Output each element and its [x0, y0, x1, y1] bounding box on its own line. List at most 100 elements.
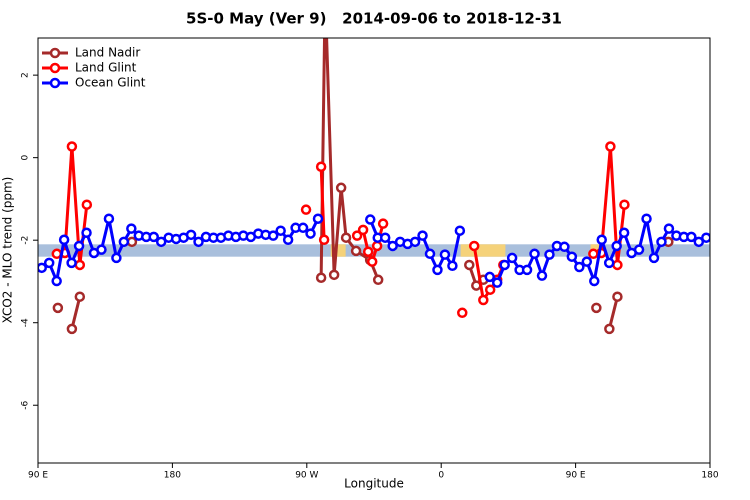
data-point: [350, 245, 362, 257]
legend-label: Land Glint: [75, 61, 137, 75]
data-point: [312, 213, 324, 224]
data-point: [51, 275, 62, 287]
data-point: [611, 240, 622, 252]
data-point: [618, 227, 630, 239]
data-point: [484, 284, 496, 295]
data-point: [351, 230, 363, 241]
data-point: [185, 229, 197, 241]
data-point: [499, 259, 510, 271]
data-point: [656, 236, 667, 248]
data-point: [648, 252, 660, 264]
data-point: [619, 199, 630, 210]
data-point: [155, 236, 167, 248]
y-tick-label: 0: [21, 155, 31, 161]
data-point: [300, 204, 312, 215]
highlight-band: [460, 244, 506, 257]
data-point: [275, 225, 286, 236]
data-point: [633, 244, 645, 255]
data-point: [686, 231, 697, 243]
series-line: [72, 0, 668, 329]
x-tick-label: 180: [164, 471, 181, 481]
data-point: [328, 269, 340, 281]
data-point: [409, 236, 421, 248]
data-point: [66, 323, 78, 335]
data-point: [641, 213, 652, 224]
data-point: [267, 230, 279, 241]
data-point: [126, 223, 137, 234]
x-tick-label: 90 E: [566, 471, 586, 481]
data-point: [536, 270, 548, 281]
x-axis-label: Longitude: [344, 477, 404, 491]
y-tick-label: -2: [21, 236, 31, 245]
data-point: [193, 236, 204, 248]
data-point: [544, 249, 555, 260]
data-point: [559, 241, 570, 253]
data-point: [111, 252, 122, 264]
data-point: [58, 234, 70, 246]
data-point: [464, 259, 475, 271]
data-point: [118, 236, 130, 248]
data-point: [432, 264, 443, 276]
data-point: [693, 236, 705, 248]
plot-frame: [37, 37, 711, 464]
data-point: [103, 213, 115, 224]
data-point: [604, 323, 615, 335]
data-point: [74, 259, 86, 271]
data-point: [81, 199, 93, 210]
data-point: [596, 234, 607, 246]
data-point: [468, 240, 480, 252]
data-point: [96, 244, 107, 255]
data-point: [491, 277, 503, 288]
data-point: [605, 141, 616, 152]
data-point: [484, 271, 495, 283]
data-point: [297, 222, 309, 234]
data-point: [478, 294, 489, 306]
legend-marker: [49, 77, 61, 89]
data-point: [447, 260, 458, 272]
y-tick-label: -4: [21, 318, 31, 327]
data-point: [335, 182, 347, 194]
data-point: [574, 261, 585, 273]
data-point: [366, 256, 378, 267]
data-point: [506, 252, 518, 264]
data-point: [357, 224, 369, 236]
data-point: [566, 251, 578, 262]
x-tick-label: 180: [701, 471, 718, 481]
data-point: [315, 161, 327, 172]
data-point: [362, 246, 374, 257]
data-point: [372, 274, 384, 286]
x-tick-label: 90 E: [28, 471, 48, 481]
legend-marker: [49, 47, 61, 59]
highlight-band: [330, 244, 346, 257]
data-point: [43, 257, 55, 269]
data-point: [371, 240, 383, 252]
data-point: [424, 248, 436, 260]
reference-band: [38, 244, 710, 257]
data-point: [282, 234, 294, 246]
data-point: [73, 240, 85, 252]
chart-title: 5S-0 May (Ver 9) 2014-09-06 to 2018-12-3…: [186, 10, 562, 28]
data-point: [74, 291, 86, 302]
data-point: [318, 234, 330, 246]
data-point: [663, 223, 675, 234]
y-tick-label: -6: [21, 400, 31, 409]
data-point: [387, 240, 398, 252]
data-point: [454, 225, 466, 236]
y-tick-label: 2: [21, 72, 31, 78]
legend-label: Land Nadir: [75, 46, 140, 60]
data-point: [591, 302, 602, 314]
data-point: [365, 214, 376, 225]
data-point: [81, 227, 92, 239]
data-point: [603, 257, 615, 269]
data-point: [529, 248, 540, 260]
data-point: [305, 228, 316, 239]
plot-area: [38, 0, 710, 335]
data-point: [148, 231, 159, 243]
data-point: [612, 259, 623, 271]
data-point: [66, 141, 78, 152]
data-point: [439, 249, 451, 260]
data-point: [340, 232, 352, 243]
x-tick-label: 0: [438, 471, 444, 481]
data-point: [126, 236, 138, 248]
